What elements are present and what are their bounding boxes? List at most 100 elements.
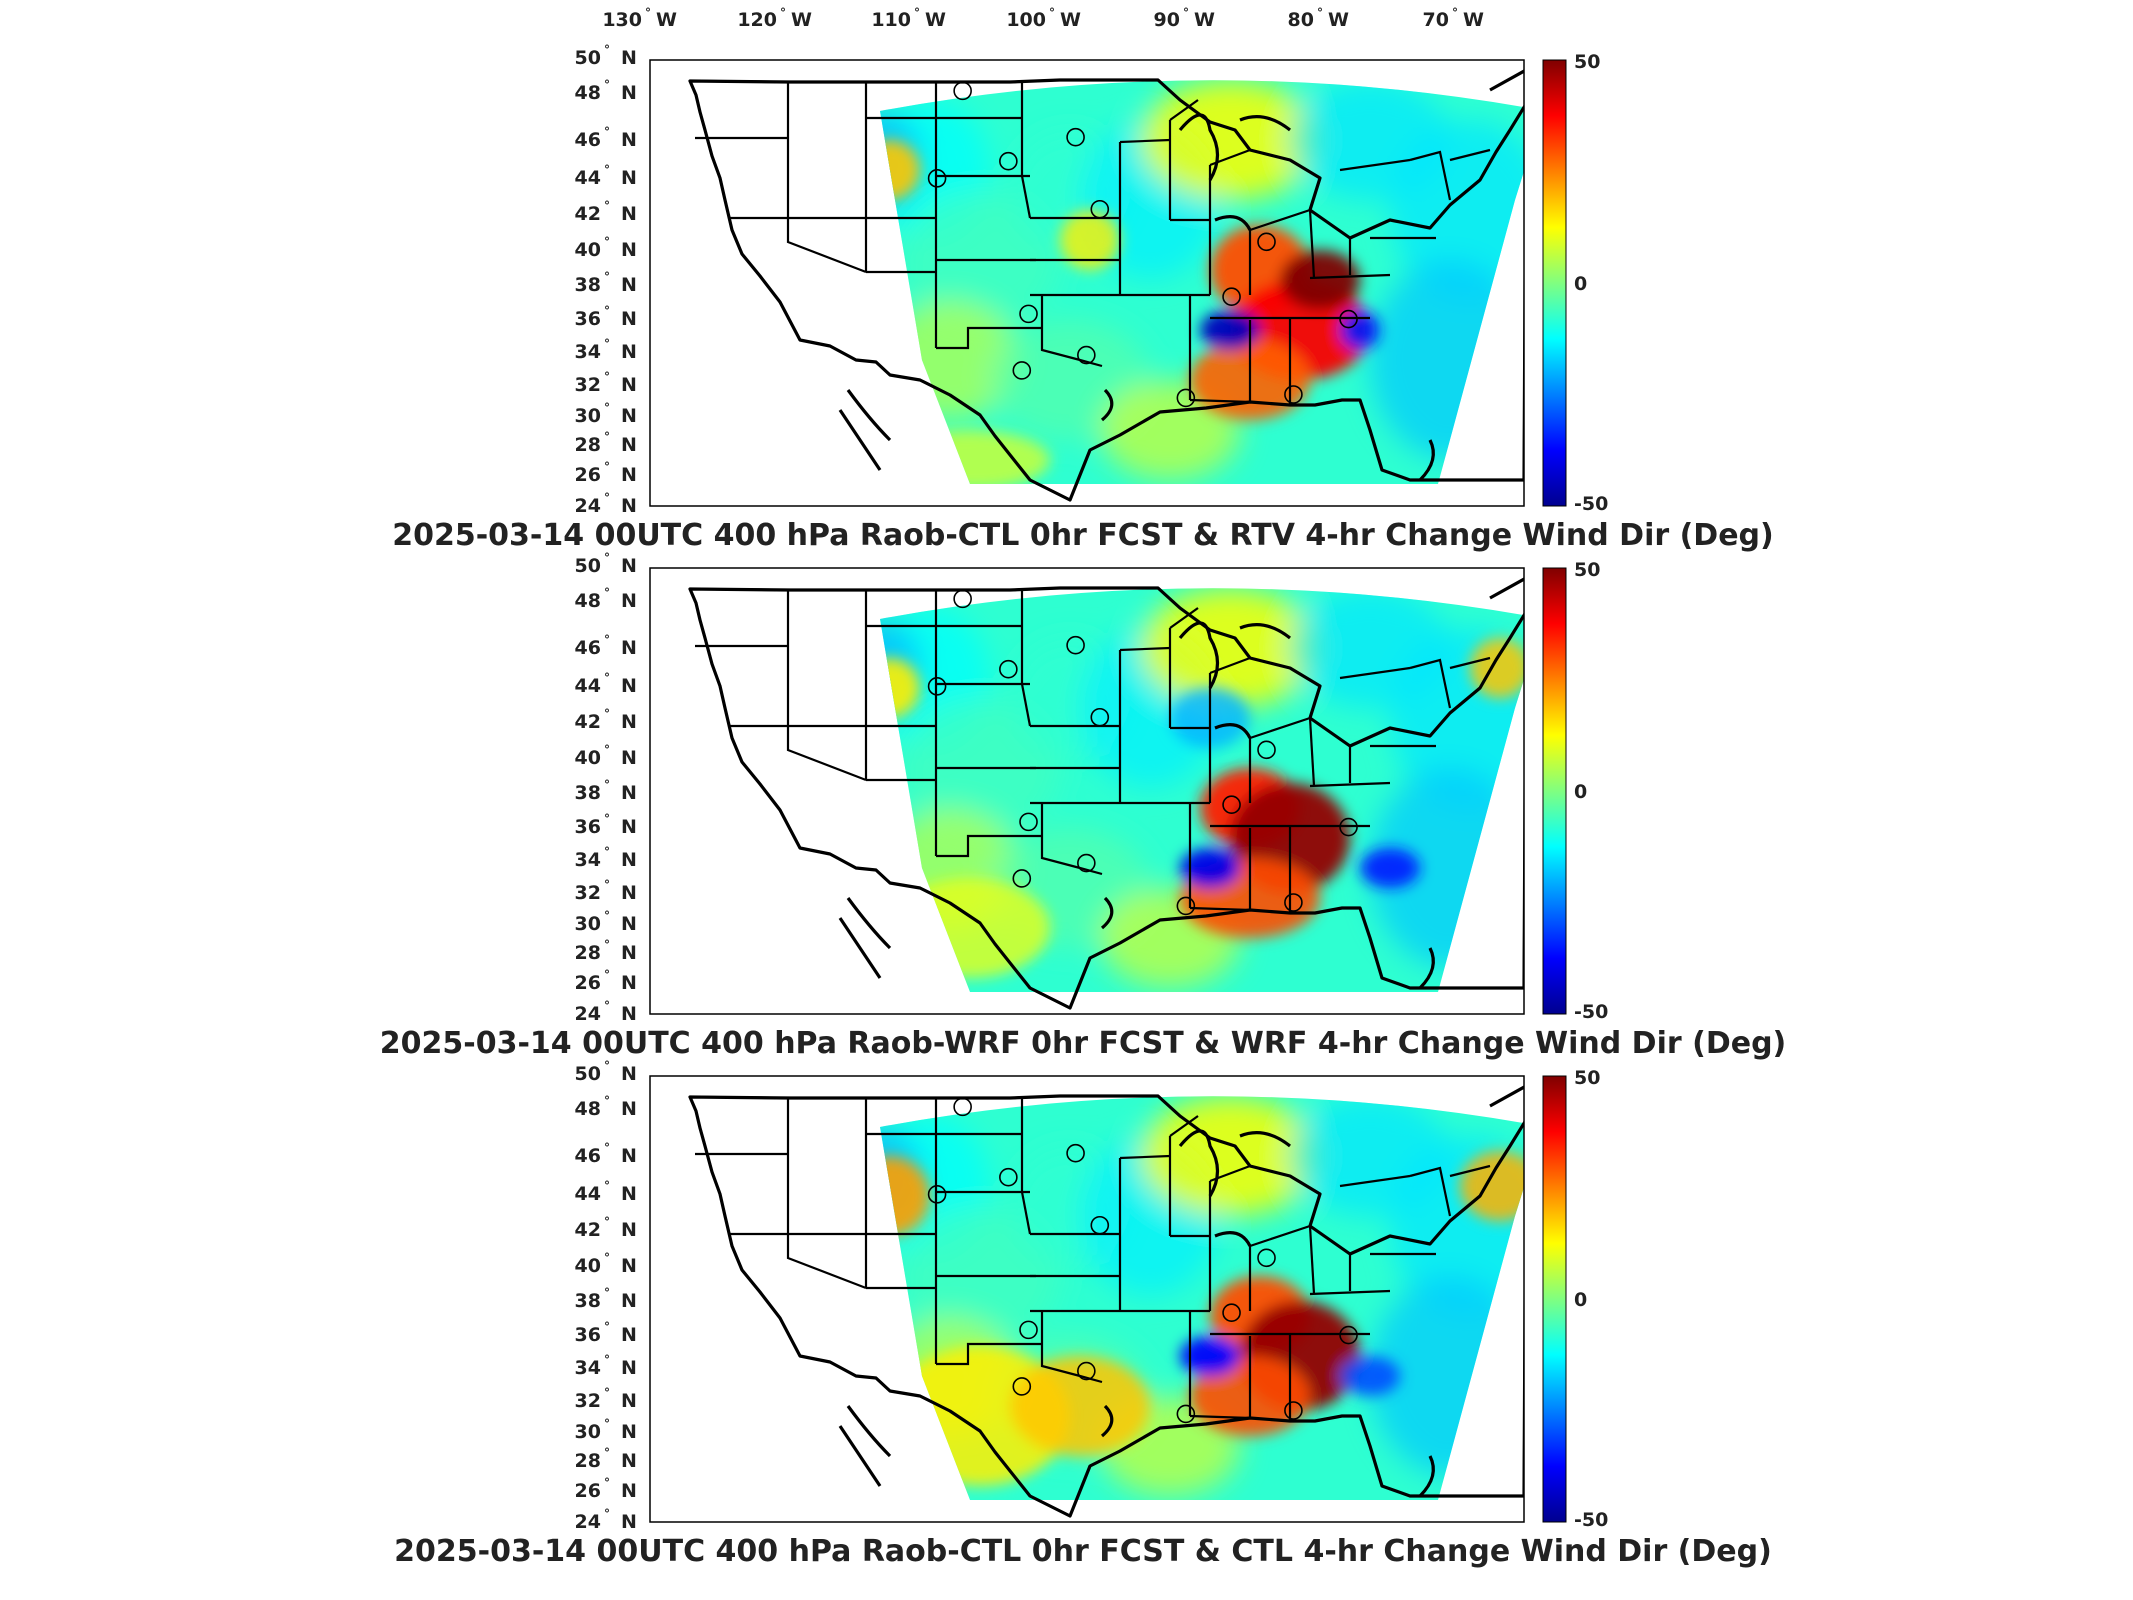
lat-tick-value: 42 bbox=[575, 203, 601, 225]
lat-tick-value: 30 bbox=[575, 1421, 601, 1443]
lat-tick-degree: ° bbox=[604, 1094, 610, 1108]
map-frame bbox=[649, 567, 1525, 1015]
raob-station-marker bbox=[1222, 1303, 1241, 1323]
lat-tick-suffix: N bbox=[621, 675, 637, 697]
field-cell bbox=[1010, 1356, 1150, 1456]
raob-stations bbox=[927, 589, 1358, 916]
lat-tick-48n: 48 ° N bbox=[575, 1094, 637, 1120]
lat-tick-suffix: N bbox=[621, 913, 637, 935]
lat-tick-suffix: N bbox=[621, 1390, 637, 1412]
lat-tick-value: 40 bbox=[575, 239, 601, 261]
lat-tick-value: 48 bbox=[575, 590, 601, 612]
lat-tick-degree: ° bbox=[604, 1286, 610, 1300]
coast-line bbox=[1489, 69, 1524, 92]
lat-tick-suffix: N bbox=[621, 1183, 637, 1205]
lat-tick-value: 28 bbox=[575, 1450, 601, 1472]
raob-station-marker bbox=[1339, 309, 1358, 329]
coast-line bbox=[1214, 215, 1252, 231]
lat-tick-value: 50 bbox=[575, 555, 601, 577]
lat-tick-suffix: N bbox=[621, 590, 637, 612]
state-boundary bbox=[936, 834, 1042, 858]
colorbar-mid-label: 0 bbox=[1574, 781, 1587, 803]
lat-tick-value: 46 bbox=[575, 637, 601, 659]
coast-line bbox=[838, 409, 882, 471]
field-cell bbox=[1360, 848, 1420, 888]
state-boundary bbox=[1119, 646, 1171, 652]
lat-tick-degree: ° bbox=[604, 1353, 610, 1367]
lat-tick-46n: 46 ° N bbox=[575, 125, 637, 151]
svg-text:W: W bbox=[656, 9, 677, 31]
state-boundary bbox=[1308, 209, 1316, 279]
lat-tick-value: 50 bbox=[575, 1063, 601, 1085]
state-boundary bbox=[786, 218, 867, 274]
lon-tick-120w: 120 ° W bbox=[737, 6, 812, 31]
lat-tick-degree: ° bbox=[604, 1179, 610, 1193]
map-panel-3: 50 ° N48 ° N46 ° N44 ° N42 ° N40 ° N38 ° N36 ° N34 ° N32 ° N… bbox=[394, 1059, 1772, 1569]
lat-tick-36n: 36 ° N bbox=[575, 304, 637, 330]
lat-tick-suffix: N bbox=[621, 405, 637, 427]
state-boundary bbox=[1020, 683, 1032, 727]
raob-station-marker bbox=[1090, 707, 1110, 727]
coast-line bbox=[1239, 1131, 1291, 1148]
wind-direction-field bbox=[880, 80, 1524, 485]
raob-station-marker bbox=[1066, 635, 1085, 655]
raob-station-marker bbox=[1176, 388, 1196, 408]
lat-tick-40n: 40 ° N bbox=[575, 235, 637, 261]
lat-tick-value: 30 bbox=[575, 405, 601, 427]
lat-tick-30n: 30 ° N bbox=[575, 909, 637, 935]
state-boundary bbox=[1249, 716, 1311, 740]
lat-tick-suffix: N bbox=[621, 239, 637, 261]
lat-tick-50n: 50 ° N bbox=[575, 1059, 637, 1085]
map-content bbox=[688, 1085, 1524, 1518]
svg-text:°: ° bbox=[1317, 6, 1323, 20]
lat-tick-40n: 40 ° N bbox=[575, 1251, 637, 1277]
state-boundary bbox=[1409, 658, 1452, 709]
lat-tick-value: 50 bbox=[575, 47, 601, 69]
lat-tick-value: 28 bbox=[575, 434, 601, 456]
lon-tick-70w: 70 ° W bbox=[1423, 6, 1484, 31]
lat-tick-32n: 32 ° N bbox=[575, 370, 637, 396]
lat-tick-34n: 34 ° N bbox=[575, 337, 637, 363]
coast-line bbox=[1239, 115, 1291, 132]
raob-station-marker bbox=[1019, 1320, 1038, 1340]
lat-tick-suffix: N bbox=[621, 1357, 637, 1379]
svg-text:°: ° bbox=[1049, 6, 1055, 20]
state-boundary bbox=[1189, 906, 1251, 912]
lat-tick-degree: ° bbox=[604, 671, 610, 685]
lat-tick-degree: ° bbox=[604, 812, 610, 826]
lat-tick-value: 44 bbox=[575, 675, 601, 697]
lat-tick-degree: ° bbox=[604, 909, 610, 923]
lat-tick-value: 36 bbox=[575, 816, 601, 838]
lat-tick-suffix: N bbox=[621, 1480, 637, 1502]
raob-station-marker bbox=[999, 1167, 1018, 1187]
raob-station-marker bbox=[1077, 853, 1096, 873]
svg-text:130: 130 bbox=[602, 9, 642, 31]
lat-tick-36n: 36 ° N bbox=[575, 1320, 637, 1346]
lat-tick-34n: 34 ° N bbox=[575, 1353, 637, 1379]
state-boundary bbox=[1119, 138, 1171, 144]
lon-tick-100w: 100 ° W bbox=[1006, 6, 1081, 31]
lat-tick-value: 24 bbox=[575, 1511, 601, 1533]
lat-tick-suffix: N bbox=[621, 849, 637, 871]
coast-line bbox=[1178, 113, 1220, 181]
lat-tick-suffix: N bbox=[621, 495, 637, 517]
raob-station-marker bbox=[1176, 896, 1196, 916]
lat-tick-28n: 28 ° N bbox=[575, 430, 637, 456]
raob-station-marker bbox=[1066, 127, 1085, 147]
lat-tick-suffix: N bbox=[621, 1324, 637, 1346]
lat-tick-26n: 26 ° N bbox=[575, 460, 637, 486]
svg-text:°: ° bbox=[914, 6, 920, 20]
lat-tick-suffix: N bbox=[621, 47, 637, 69]
lat-tick-44n: 44 ° N bbox=[575, 163, 637, 189]
lat-tick-value: 34 bbox=[575, 1357, 601, 1379]
lat-tick-degree: ° bbox=[604, 1251, 610, 1265]
lon-tick-130w: 130 ° W bbox=[602, 6, 677, 31]
lat-tick-32n: 32 ° N bbox=[575, 1386, 637, 1412]
lat-tick-value: 32 bbox=[575, 882, 601, 904]
lat-tick-24n: 24 ° N bbox=[575, 491, 637, 517]
raob-station-marker bbox=[1339, 817, 1358, 837]
raob-station-marker bbox=[1284, 893, 1303, 912]
coast-line bbox=[1489, 577, 1524, 600]
svg-text:W: W bbox=[1328, 9, 1349, 31]
lat-tick-suffix: N bbox=[621, 341, 637, 363]
